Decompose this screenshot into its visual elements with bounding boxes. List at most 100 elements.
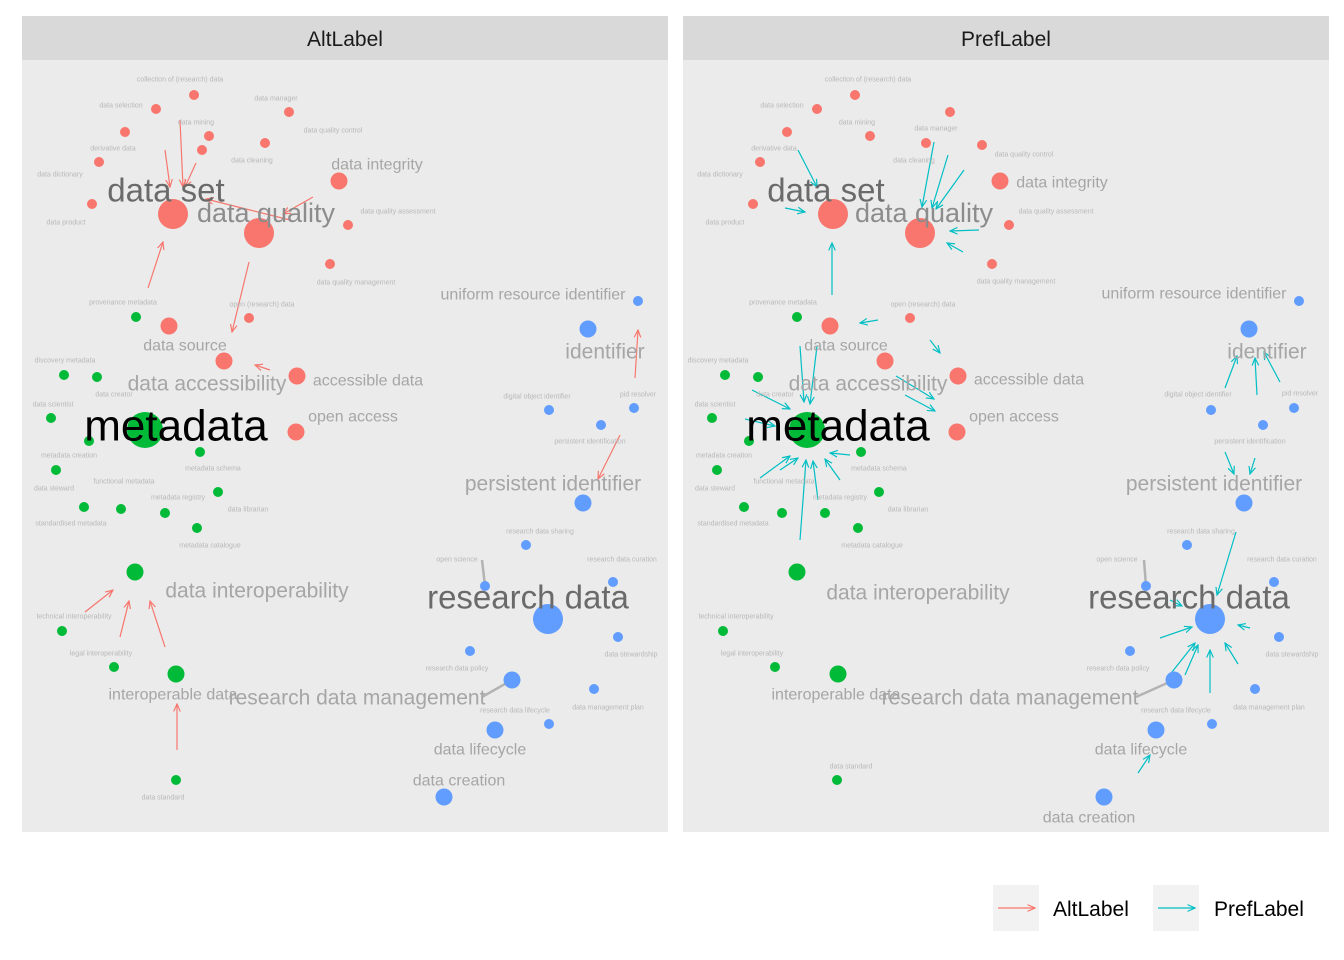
node-provenance-metadata [792, 312, 802, 322]
node-metadata-registry [116, 504, 126, 514]
node-interoperable-data [167, 665, 185, 683]
node-label: data selection [99, 103, 142, 110]
node-label: open (research) data [891, 302, 956, 309]
node-label: research data sharing [1167, 529, 1235, 536]
node-label: legal interoperability [70, 651, 133, 658]
node-functional-metadata [739, 502, 749, 512]
edge-arrow [830, 453, 851, 455]
node-data-standard [171, 775, 181, 785]
node-legal-interoperability [770, 662, 780, 672]
edge-arrow [784, 208, 805, 212]
node-label: data lifecycle [434, 742, 527, 759]
node-data-source [160, 317, 178, 335]
node-label: data steward [34, 486, 74, 493]
edge-arrow [799, 460, 806, 541]
node-functional-metadata [79, 502, 89, 512]
node-label: provenance metadata [89, 300, 157, 307]
node-label: pid resolver [620, 392, 657, 399]
node-data-quality [244, 218, 274, 248]
panel-title: AltLabel [307, 28, 383, 51]
node-identifier [579, 320, 597, 338]
node-data-mining [865, 131, 875, 141]
node-label: research data [427, 579, 629, 616]
node-label: data steward [695, 486, 735, 493]
node-label: identifier [1227, 341, 1306, 364]
node-collection-of-research-data [189, 90, 199, 100]
node-label: open (research) data [230, 302, 295, 309]
node-label: data management plan [572, 705, 644, 712]
node-data-steward [712, 465, 722, 475]
node-label: standardised metadata [35, 521, 106, 528]
edge-arrow [950, 230, 980, 231]
node-label: discovery metadata [35, 358, 96, 365]
edge-arrow [1159, 627, 1192, 639]
edge-arrow [1224, 356, 1237, 389]
edge-arrow [744, 418, 775, 426]
node-digital-object-identifier [544, 405, 554, 415]
node-data-quality-assessment [343, 220, 353, 230]
edge-arrow [860, 320, 879, 323]
node-persistent-identification [596, 420, 606, 430]
node-label: metadata schema [185, 466, 241, 473]
node-label: data creator [756, 392, 794, 399]
node-digital-object-identifier [1206, 405, 1216, 415]
node-label: functional metadata [93, 479, 154, 486]
edge-arrow [84, 590, 113, 613]
node-research-data-lifecycle [544, 719, 554, 729]
node-metadata-catalogue [853, 523, 863, 533]
node-labels: collection of (research) data data select… [688, 77, 1319, 827]
node-label: data product [706, 220, 745, 227]
node-label: research data [1088, 579, 1290, 616]
edge-arrow [283, 196, 314, 214]
node-label: data librarian [888, 507, 929, 514]
node-data-creation [1095, 788, 1113, 806]
edge-arrow [147, 242, 163, 289]
edge-arrow [150, 601, 166, 648]
node-label: metadata registry [151, 495, 206, 502]
node-research-data-lifecycle [1207, 719, 1217, 729]
node-label: derivative data [90, 146, 136, 153]
node-label: research data management [229, 687, 486, 710]
node-accessible-data [288, 367, 306, 385]
edge-arrow [185, 162, 197, 187]
node-data-stewardship [1274, 632, 1284, 642]
node-label: data interoperability [165, 580, 349, 603]
edge-arrow [1217, 531, 1237, 595]
edge-arrow [206, 199, 291, 221]
node-label: open access [969, 409, 1059, 426]
node-label: data accessibility [128, 373, 287, 396]
panel-preflabel: PrefLabel collection of (research) data d… [683, 16, 1329, 832]
node-label: data creator [95, 392, 133, 399]
node-data-integrity [330, 172, 348, 190]
node-label: pid resolver [1282, 391, 1319, 398]
node-label: metadata [746, 402, 930, 451]
node-research-data-sharing [521, 540, 531, 550]
node-data-quality-management [987, 259, 997, 269]
node-label: accessible data [313, 373, 423, 390]
panel-strip [683, 16, 1329, 60]
node-label: technical interoperability [698, 614, 774, 621]
node-technical-interoperability [57, 626, 67, 636]
nodes: collection of (research) data data select… [33, 77, 658, 806]
edge-arrow [751, 389, 790, 409]
node-derivative-data [782, 127, 792, 137]
node-label: data set [767, 172, 884, 209]
node-label: data creation [413, 773, 506, 790]
panel-title: PrefLabel [961, 28, 1051, 51]
node-label: data manager [254, 96, 298, 103]
node-label: data mining [178, 120, 214, 127]
node-collection-of-research-data [850, 90, 860, 100]
node-label: data quality control [995, 152, 1054, 159]
node-data-quality-assessment [1004, 220, 1014, 230]
node-data-librarian [820, 508, 830, 518]
node-metadata-registry [777, 508, 787, 518]
legend-label-altlabel: AltLabel [1053, 898, 1129, 921]
node-data-dictionary [94, 157, 104, 167]
node-label: metadata creation [41, 453, 97, 460]
node-label: data quality assessment [1018, 209, 1093, 216]
node-label: data mining [839, 120, 875, 127]
node-research-data-policy [465, 646, 475, 656]
node-label: data product [47, 220, 86, 227]
node-data-quality-control [977, 140, 987, 150]
node-open-science [480, 581, 490, 591]
